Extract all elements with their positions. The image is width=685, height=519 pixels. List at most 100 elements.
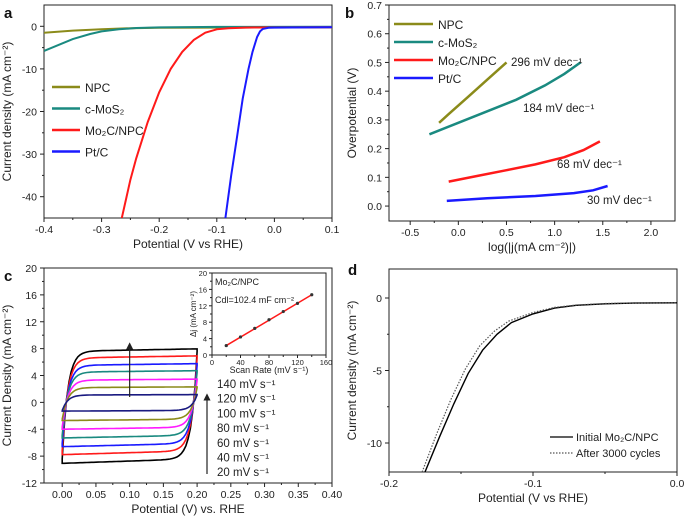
- legend-label: Mo₂C/NPC: [438, 54, 497, 68]
- y-tick-label: 8: [31, 344, 37, 356]
- legend-label: Initial Mo₂C/NPC: [576, 432, 659, 444]
- y-axis-label: Current density (mA cm⁻²): [0, 42, 14, 182]
- x-axis-label: log(|j(mA cm⁻²)|): [488, 240, 576, 254]
- x-tick-label: 0.5: [499, 227, 514, 239]
- legend-label: Pt/C: [438, 72, 462, 86]
- x-tick-label: 40: [236, 358, 244, 367]
- x-tick-label: 0.0: [451, 227, 466, 239]
- x-tick-label: -0.3: [93, 224, 111, 236]
- x-axis-label: Potential (V) vs. RHE: [131, 502, 244, 516]
- x-tick-label: 0.0: [267, 224, 282, 236]
- cv-loop: [61, 355, 198, 456]
- y-tick-label: -30: [22, 149, 37, 161]
- x-tick-label: 0.30: [254, 489, 275, 501]
- y-tick-label: 12: [199, 302, 207, 311]
- y-axis-label: Current Density (mA cm⁻²): [0, 305, 14, 447]
- legend-label: Pt/C: [85, 146, 109, 160]
- y-axis-label: Overpotential (V): [345, 68, 359, 159]
- y-tick-label: 4: [203, 335, 207, 344]
- y-tick-label: -10: [22, 64, 37, 76]
- y-tick-label: -12: [22, 478, 37, 490]
- x-axis-label: Scan Rate (mV s⁻¹): [230, 365, 309, 375]
- series-line: [448, 140, 601, 183]
- data-point: [281, 309, 285, 314]
- panel-letter: c: [4, 268, 12, 285]
- data-point: [224, 343, 228, 348]
- panel-d: -0.2 -0.1 0.0 0 -5 -10 Potential (V vs RHE) Cur…: [345, 268, 685, 505]
- series-line: [446, 184, 608, 203]
- scan-rate-label: 20 mV s⁻¹: [217, 467, 269, 479]
- plot-frame: [388, 4, 676, 222]
- x-tick-label: 160: [320, 358, 333, 367]
- cv-loop: [61, 362, 198, 448]
- scan-rate-label: 120 mV s⁻¹: [217, 394, 276, 406]
- legend-label: c-MoS₂: [438, 36, 478, 50]
- x-tick-label: 80: [265, 358, 273, 367]
- x-tick-label: 0.35: [288, 489, 309, 501]
- x-tick-label: -0.1: [524, 478, 542, 490]
- x-tick-label: 120: [291, 358, 304, 367]
- x-axis-label: Potential (V vs RHE): [133, 237, 243, 251]
- y-axis-label: Current density (mA cm⁻²): [345, 301, 359, 441]
- cv-loop: [61, 348, 198, 465]
- y-tick-label: 20: [25, 263, 37, 275]
- legend-label: NPC: [438, 18, 464, 32]
- x-tick-label: 0: [210, 358, 214, 367]
- x-tick-label: 0.00: [52, 489, 73, 501]
- panel-b: -0.5 0.0 0.5 1.0 1.5 2.0 0.0 0.1 0.2 0.3 0.4 0.5 0.6…: [345, 0, 676, 254]
- scan-rate-label: 40 mV s⁻¹: [217, 453, 269, 465]
- series-line: [421, 302, 677, 472]
- series-line: [428, 61, 582, 136]
- series-line: [224, 26, 332, 218]
- x-tick-label: 0.40: [322, 489, 343, 501]
- inset-title: Mo₂C/NPC: [215, 277, 259, 287]
- x-tick-label: 2.0: [644, 227, 659, 239]
- data-point: [310, 293, 314, 297]
- data-point: [238, 335, 243, 339]
- y-tick-label: 0.4: [367, 86, 382, 98]
- y-tick-label: 4: [31, 371, 37, 383]
- series-line: [120, 26, 332, 218]
- capacitance-annotation: Cdl=102.4 mF cm⁻²: [215, 295, 294, 305]
- x-tick-label: -0.2: [380, 478, 398, 490]
- y-axis-label: Δj (mA cm⁻²): [189, 291, 198, 337]
- tafel-slope-label: 184 mV dec⁻¹: [523, 103, 594, 115]
- tafel-slope-label: 296 mV dec⁻¹: [511, 57, 582, 69]
- series-line: [44, 25, 332, 52]
- y-tick-label: -40: [22, 192, 37, 204]
- x-tick-label: 0.05: [86, 489, 107, 501]
- y-tick-label: 0: [31, 21, 37, 33]
- y-tick-label: 8: [203, 318, 207, 327]
- y-tick-label: 0.5: [367, 57, 382, 69]
- legend-label: After 3000 cycles: [576, 448, 661, 460]
- legend-label: NPC: [85, 81, 111, 95]
- y-tick-label: -5: [373, 366, 382, 378]
- scan-rate-label: 80 mV s⁻¹: [217, 423, 269, 435]
- scan-rate-label: 100 mV s⁻¹: [217, 408, 276, 420]
- x-tick-label: 0.0: [670, 478, 685, 490]
- y-tick-label: 0: [376, 293, 382, 305]
- y-tick-label: -20: [22, 107, 37, 119]
- series-group: [44, 25, 332, 218]
- y-tick-label: -4: [28, 424, 37, 436]
- x-tick-label: 0.25: [221, 489, 242, 501]
- y-tick-label: 0.3: [367, 115, 382, 127]
- series-line: [424, 302, 677, 472]
- tafel-slope-label: 30 mV dec⁻¹: [587, 195, 652, 207]
- y-tick-label: 0.2: [367, 144, 382, 156]
- panel-letter: a: [4, 5, 13, 22]
- cv-loop: [61, 386, 198, 422]
- scan-rate-label: 140 mV s⁻¹: [217, 379, 276, 391]
- x-tick-label: -0.4: [35, 224, 53, 236]
- data-point: [267, 318, 271, 322]
- x-tick-label: -0.1: [208, 224, 226, 236]
- x-tick-label: 0.20: [187, 489, 208, 501]
- y-tick-label: 0: [31, 397, 37, 409]
- series-line: [438, 61, 508, 124]
- y-tick-label: 0: [203, 351, 207, 360]
- panel-c: 0.00 0.05 0.10 0.15 0.20 0.25 0.30 0.35 0.40 -12 -…: [0, 263, 342, 516]
- x-tick-label: 0.15: [153, 489, 174, 501]
- y-tick-label: 12: [25, 317, 37, 329]
- x-tick-label: -0.5: [401, 227, 419, 239]
